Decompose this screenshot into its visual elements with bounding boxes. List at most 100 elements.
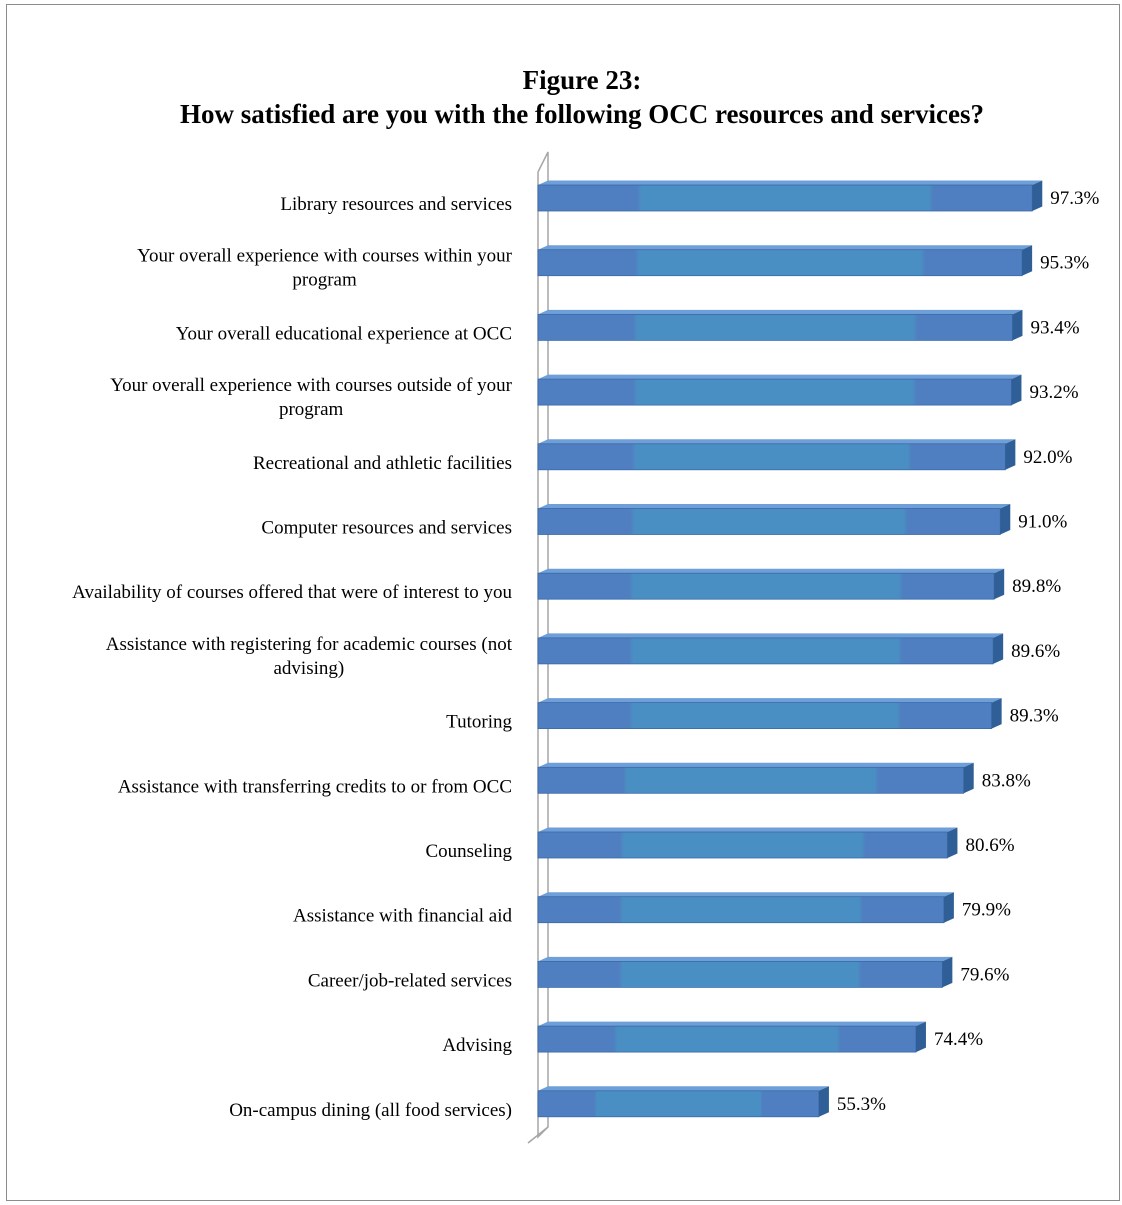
category-label: Advising bbox=[442, 1035, 512, 1056]
bar-end-cap bbox=[947, 827, 958, 858]
bar-end-cap bbox=[993, 633, 1004, 664]
bar-front-face bbox=[537, 508, 1001, 535]
bar bbox=[537, 1021, 926, 1053]
bar bbox=[537, 827, 958, 859]
bar-front-face bbox=[537, 443, 1006, 471]
chart-title-line2: How satisfied are you with the following… bbox=[180, 99, 984, 129]
labels-layer: 97.3% Library resources and services 95.3%… bbox=[72, 188, 1099, 1121]
bar-front-face bbox=[537, 184, 1033, 212]
bar-top-face bbox=[538, 892, 954, 897]
bar-front-face bbox=[537, 831, 948, 859]
bar-top-face bbox=[538, 439, 1016, 444]
bar-end-cap bbox=[942, 956, 953, 988]
data-label: 91.0% bbox=[1018, 512, 1067, 533]
bar bbox=[537, 956, 953, 988]
bar-end-cap bbox=[818, 1086, 829, 1117]
bar-front-face bbox=[537, 313, 1013, 341]
bar-end-cap bbox=[994, 568, 1005, 600]
data-label: 95.3% bbox=[1040, 253, 1089, 274]
bar-top-face bbox=[538, 245, 1033, 250]
bar bbox=[537, 568, 1005, 600]
bar-top-face bbox=[538, 1021, 926, 1027]
bar-end-cap bbox=[1005, 439, 1016, 470]
bar-end-cap bbox=[991, 698, 1002, 729]
bar-end-cap bbox=[963, 762, 974, 794]
bar-front-face bbox=[537, 637, 994, 665]
data-label: 92.0% bbox=[1023, 447, 1072, 468]
chart-title: Figure 23: How satisfied are you with th… bbox=[7, 63, 1122, 131]
axis-base bbox=[527, 1126, 549, 1144]
chart-title-line1: Figure 23: bbox=[522, 65, 642, 95]
bar-top-face bbox=[538, 374, 1022, 380]
category-label: Assistance with registering for academic… bbox=[106, 634, 513, 655]
category-label: Your overall experience with courses out… bbox=[110, 375, 512, 396]
data-label: 79.6% bbox=[960, 964, 1009, 985]
bar-front-face bbox=[537, 249, 1023, 277]
bar-top-face bbox=[538, 633, 1004, 638]
bar-front-face bbox=[537, 896, 945, 924]
bar-top-face bbox=[538, 1086, 829, 1091]
category-label: Tutoring bbox=[446, 712, 512, 733]
category-label: Assistance with financial aid bbox=[293, 906, 512, 927]
bar-end-cap bbox=[943, 892, 954, 923]
category-label: Library resources and services bbox=[280, 194, 512, 215]
bar-top-face bbox=[538, 504, 1011, 509]
bar-top-face bbox=[538, 827, 958, 832]
bar-end-cap bbox=[1011, 374, 1022, 406]
bar-end-cap bbox=[1032, 180, 1043, 211]
bar bbox=[537, 892, 954, 924]
data-label: 93.4% bbox=[1030, 317, 1079, 338]
bar-front-face bbox=[537, 766, 965, 794]
axis-layer bbox=[527, 151, 549, 1144]
data-label: 79.9% bbox=[962, 900, 1011, 921]
data-label: 83.8% bbox=[982, 770, 1031, 791]
bar bbox=[537, 439, 1016, 471]
bar-front-face bbox=[537, 1025, 917, 1053]
bar bbox=[537, 309, 1023, 341]
bar bbox=[537, 1086, 829, 1118]
bar-end-cap bbox=[1012, 309, 1023, 341]
bar bbox=[537, 633, 1004, 665]
bar-front-face bbox=[537, 378, 1012, 406]
data-label: 55.3% bbox=[837, 1094, 886, 1115]
category-label: Recreational and athletic facilities bbox=[253, 453, 512, 474]
bar bbox=[537, 180, 1043, 212]
bar-top-face bbox=[538, 309, 1023, 315]
bar-end-cap bbox=[1000, 504, 1011, 535]
bar-front-face bbox=[537, 702, 993, 729]
bar-front-face bbox=[537, 961, 943, 988]
category-label: Availability of courses offered that wer… bbox=[72, 582, 512, 603]
bar-top-face bbox=[538, 568, 1005, 574]
bar-top-face bbox=[538, 698, 1002, 703]
data-label: 74.4% bbox=[934, 1029, 983, 1050]
category-label: Your overall experience with courses wit… bbox=[137, 246, 512, 267]
bar-top-face bbox=[538, 956, 953, 962]
category-label: Counseling bbox=[425, 841, 512, 862]
bars-layer bbox=[537, 180, 1043, 1118]
bar-top-face bbox=[538, 762, 974, 768]
category-label: Career/job-related services bbox=[308, 970, 512, 991]
bar bbox=[537, 245, 1033, 277]
data-label: 89.6% bbox=[1011, 641, 1060, 662]
bar-end-cap bbox=[1022, 245, 1033, 276]
bar bbox=[537, 374, 1022, 406]
bar-end-cap bbox=[915, 1021, 926, 1053]
bar-top-face bbox=[538, 180, 1043, 185]
data-label: 89.8% bbox=[1012, 576, 1061, 597]
category-label: Your overall educational experience at O… bbox=[176, 323, 512, 344]
bar bbox=[537, 762, 974, 794]
bar bbox=[537, 698, 1002, 729]
bar bbox=[537, 504, 1011, 535]
data-label: 93.2% bbox=[1029, 382, 1078, 403]
data-label: 97.3% bbox=[1050, 188, 1099, 209]
data-label: 80.6% bbox=[965, 835, 1014, 856]
bar-front-face bbox=[537, 1090, 820, 1118]
bar-front-face bbox=[537, 572, 995, 600]
category-label-line2: advising) bbox=[274, 658, 345, 679]
category-label: Assistance with transferring credits to … bbox=[118, 776, 512, 797]
data-label: 89.3% bbox=[1010, 706, 1059, 727]
category-label-line2: program bbox=[292, 270, 357, 291]
category-label: On-campus dining (all food services) bbox=[229, 1100, 512, 1121]
category-label-line2: program bbox=[279, 399, 344, 420]
